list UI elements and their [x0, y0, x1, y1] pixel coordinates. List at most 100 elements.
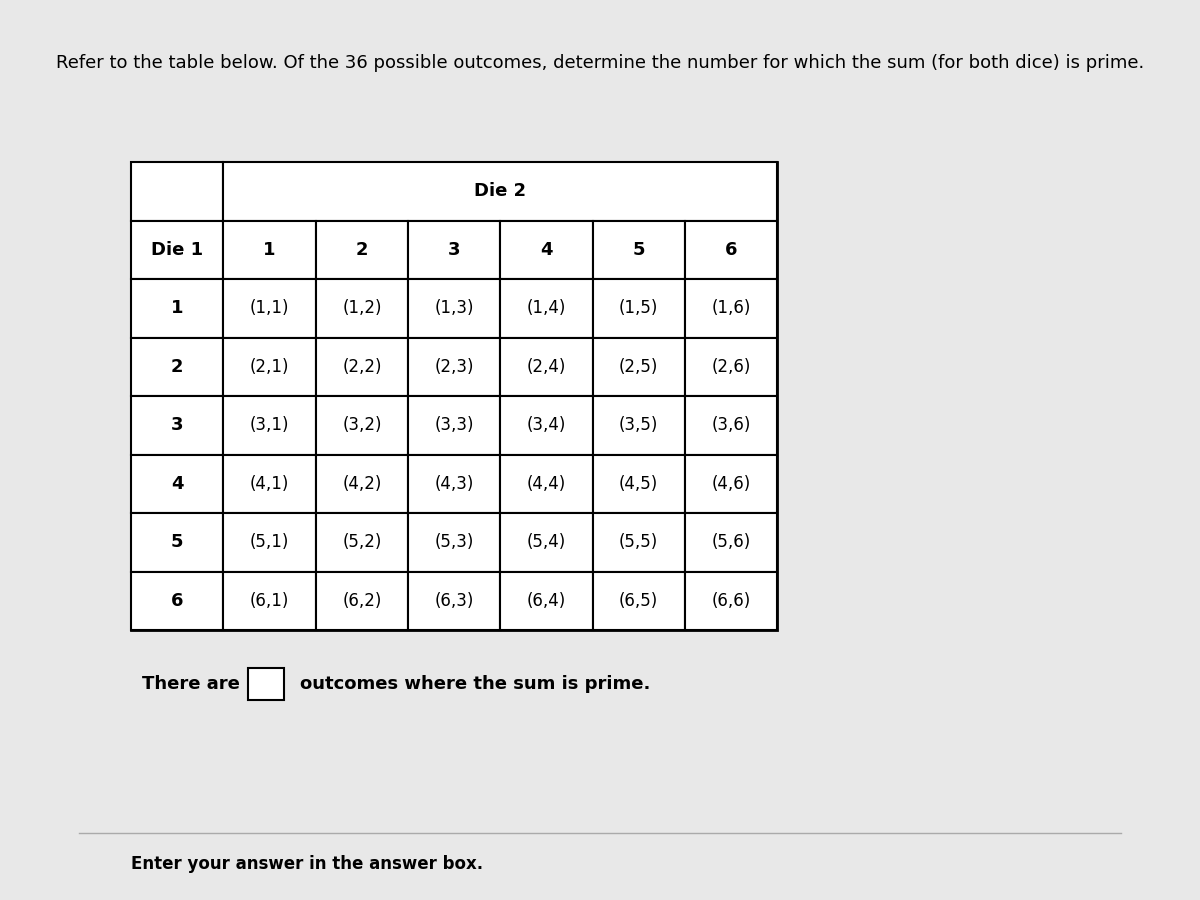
Text: (2,6): (2,6) — [712, 358, 751, 376]
Text: Die 1: Die 1 — [151, 241, 204, 259]
Text: 1: 1 — [172, 299, 184, 318]
Bar — [593, 454, 685, 513]
Text: 6: 6 — [725, 241, 737, 259]
Bar — [223, 338, 316, 396]
Bar — [685, 396, 778, 454]
Text: 5: 5 — [632, 241, 644, 259]
Text: (2,5): (2,5) — [619, 358, 659, 376]
Text: 2: 2 — [355, 241, 368, 259]
Bar — [500, 279, 593, 338]
Bar — [223, 162, 778, 220]
Bar — [685, 279, 778, 338]
Bar — [408, 396, 500, 454]
Text: (6,2): (6,2) — [342, 592, 382, 610]
Bar — [685, 454, 778, 513]
Bar — [685, 513, 778, 572]
Bar — [500, 572, 593, 630]
Text: (4,5): (4,5) — [619, 475, 659, 493]
Text: (2,3): (2,3) — [434, 358, 474, 376]
Bar — [316, 572, 408, 630]
Text: (6,5): (6,5) — [619, 592, 659, 610]
Bar — [316, 338, 408, 396]
Bar — [131, 162, 223, 220]
Text: (1,5): (1,5) — [619, 299, 659, 318]
Text: (3,5): (3,5) — [619, 416, 659, 435]
Text: (5,1): (5,1) — [250, 533, 289, 551]
Bar — [131, 572, 223, 630]
Bar — [316, 220, 408, 279]
Bar — [316, 279, 408, 338]
Text: (2,2): (2,2) — [342, 358, 382, 376]
Text: (4,1): (4,1) — [250, 475, 289, 493]
Text: outcomes where the sum is prime.: outcomes where the sum is prime. — [300, 675, 650, 693]
Text: (3,6): (3,6) — [712, 416, 751, 435]
Text: 5: 5 — [172, 533, 184, 551]
Text: (1,2): (1,2) — [342, 299, 382, 318]
Text: Enter your answer in the answer box.: Enter your answer in the answer box. — [131, 855, 484, 873]
Bar — [223, 454, 316, 513]
Bar — [223, 572, 316, 630]
Text: (2,4): (2,4) — [527, 358, 566, 376]
Bar — [131, 279, 223, 338]
Bar — [685, 338, 778, 396]
Text: 4: 4 — [540, 241, 553, 259]
Text: There are: There are — [142, 675, 240, 693]
Bar — [223, 220, 316, 279]
Bar — [500, 338, 593, 396]
Text: (5,3): (5,3) — [434, 533, 474, 551]
Bar — [593, 279, 685, 338]
Bar — [248, 668, 284, 700]
Text: (2,1): (2,1) — [250, 358, 289, 376]
Text: (6,1): (6,1) — [250, 592, 289, 610]
Text: (1,6): (1,6) — [712, 299, 751, 318]
Bar — [408, 572, 500, 630]
Text: 6: 6 — [172, 592, 184, 610]
Text: 1: 1 — [263, 241, 276, 259]
Bar — [408, 279, 500, 338]
Text: (6,3): (6,3) — [434, 592, 474, 610]
Text: 4: 4 — [172, 475, 184, 493]
Text: (5,5): (5,5) — [619, 533, 659, 551]
Text: (4,3): (4,3) — [434, 475, 474, 493]
Bar — [131, 338, 223, 396]
Bar — [408, 513, 500, 572]
Bar — [593, 513, 685, 572]
Text: (6,4): (6,4) — [527, 592, 566, 610]
Text: (6,6): (6,6) — [712, 592, 750, 610]
Bar — [316, 513, 408, 572]
Text: (1,1): (1,1) — [250, 299, 289, 318]
Bar — [593, 338, 685, 396]
Text: (4,4): (4,4) — [527, 475, 566, 493]
Bar — [316, 454, 408, 513]
Text: (5,2): (5,2) — [342, 533, 382, 551]
Text: (3,1): (3,1) — [250, 416, 289, 435]
Bar — [131, 513, 223, 572]
Bar — [408, 454, 500, 513]
Bar — [593, 396, 685, 454]
Text: Refer to the table below. Of the 36 possible outcomes, determine the number for : Refer to the table below. Of the 36 poss… — [56, 54, 1144, 72]
Bar — [408, 338, 500, 396]
Text: 3: 3 — [448, 241, 461, 259]
Bar — [500, 513, 593, 572]
Text: (5,4): (5,4) — [527, 533, 566, 551]
Text: 2: 2 — [172, 358, 184, 376]
Text: (3,3): (3,3) — [434, 416, 474, 435]
Bar — [593, 220, 685, 279]
Text: (1,4): (1,4) — [527, 299, 566, 318]
Bar — [500, 454, 593, 513]
Bar — [223, 279, 316, 338]
Text: (4,2): (4,2) — [342, 475, 382, 493]
Bar — [223, 513, 316, 572]
Text: (5,6): (5,6) — [712, 533, 750, 551]
Bar — [685, 220, 778, 279]
Text: (1,3): (1,3) — [434, 299, 474, 318]
Bar — [500, 396, 593, 454]
Text: (3,4): (3,4) — [527, 416, 566, 435]
Bar — [685, 572, 778, 630]
Bar — [500, 220, 593, 279]
Bar — [316, 396, 408, 454]
Bar — [223, 396, 316, 454]
Text: (3,2): (3,2) — [342, 416, 382, 435]
Bar — [593, 572, 685, 630]
Text: (4,6): (4,6) — [712, 475, 750, 493]
